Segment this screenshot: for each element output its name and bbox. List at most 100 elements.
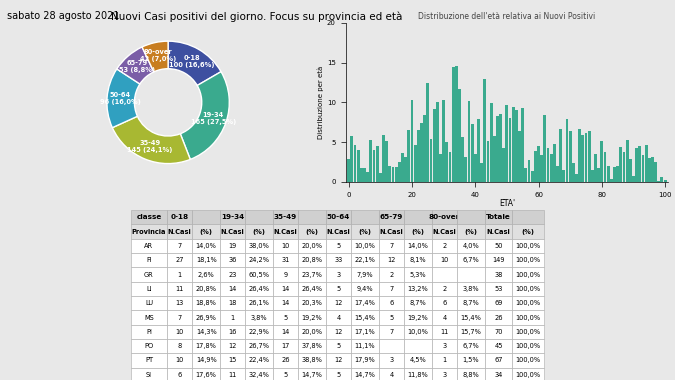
Bar [382,135,385,182]
Bar [423,114,426,182]
Bar [480,163,483,182]
Bar [556,166,559,182]
Bar [610,179,613,182]
Bar [620,147,622,182]
Bar [385,141,388,182]
Bar [569,131,572,182]
Wedge shape [180,72,230,160]
Bar [613,167,616,182]
Bar [588,131,591,182]
Bar [521,108,524,182]
Wedge shape [112,116,190,163]
Bar [524,168,527,182]
Bar [369,139,373,182]
Bar [512,107,514,182]
Bar [600,141,603,182]
Bar [493,136,495,182]
Wedge shape [168,41,221,86]
Bar [474,154,477,182]
Wedge shape [142,41,168,72]
Bar [455,66,458,182]
Text: 35-49
145 (24,1%): 35-49 145 (24,1%) [128,140,173,153]
Bar [487,141,489,182]
Bar [654,162,657,182]
Bar [664,180,666,182]
Bar [420,123,423,182]
Bar [398,162,401,182]
Bar [585,133,587,182]
Bar [578,128,581,182]
Bar [626,139,628,182]
Bar [458,89,461,182]
Bar [549,154,553,182]
Bar [439,154,442,182]
Bar [408,130,410,182]
Bar [354,145,356,182]
Bar [607,166,610,182]
Bar [446,142,448,182]
Bar [543,115,546,182]
Bar [379,173,382,182]
Bar [433,109,435,182]
Bar [597,168,600,182]
Bar [622,152,625,182]
Text: 65-79
53 (8,8%): 65-79 53 (8,8%) [119,60,155,73]
Bar [348,159,350,182]
Text: sabato 28 agosto 2021: sabato 28 agosto 2021 [7,11,119,21]
Bar [483,79,486,182]
Bar [489,103,493,182]
Bar [528,160,531,182]
X-axis label: ETA': ETA' [499,199,515,208]
Bar [553,144,556,182]
Bar [468,101,470,182]
Text: 80-over
42 (7,0%): 80-over 42 (7,0%) [140,49,176,62]
Bar [477,119,480,182]
Bar [648,158,651,182]
Bar [414,145,416,182]
Bar [392,167,394,182]
Bar [657,181,660,182]
Wedge shape [117,47,154,84]
Bar [575,174,578,182]
Bar [427,83,429,182]
Bar [534,151,537,182]
Bar [452,68,454,182]
Bar [395,167,398,182]
Bar [632,176,635,182]
Bar [470,124,474,182]
Bar [429,139,433,182]
Bar [560,129,562,182]
Bar [651,157,654,182]
Bar [376,146,379,182]
Bar [442,100,445,182]
Bar [461,137,464,182]
Bar [360,168,362,182]
Y-axis label: Distribuzione per età: Distribuzione per età [317,66,324,139]
Bar [373,150,375,182]
Bar [509,119,512,182]
Bar [616,166,619,182]
Bar [449,152,452,182]
Bar [641,155,645,182]
Bar [591,170,594,182]
Bar [581,135,585,182]
Bar [661,177,664,182]
Bar [531,171,534,182]
Title: Distribuzione dell'età relativa ai Nuovi Positivi: Distribuzione dell'età relativa ai Nuovi… [418,12,595,21]
Bar [547,149,549,182]
Bar [645,145,647,182]
Bar [464,157,467,182]
Bar [562,170,565,182]
Bar [502,148,505,182]
Bar [404,157,407,182]
Text: 19-34
165 (27,5%): 19-34 165 (27,5%) [190,112,236,125]
Bar [401,153,404,182]
Bar [417,130,420,182]
Bar [496,116,499,182]
Text: 50-64
96 (16,0%): 50-64 96 (16,0%) [100,92,141,105]
Bar [639,146,641,182]
Bar [594,154,597,182]
Bar [566,119,568,182]
Bar [515,110,518,182]
Bar [499,114,502,182]
